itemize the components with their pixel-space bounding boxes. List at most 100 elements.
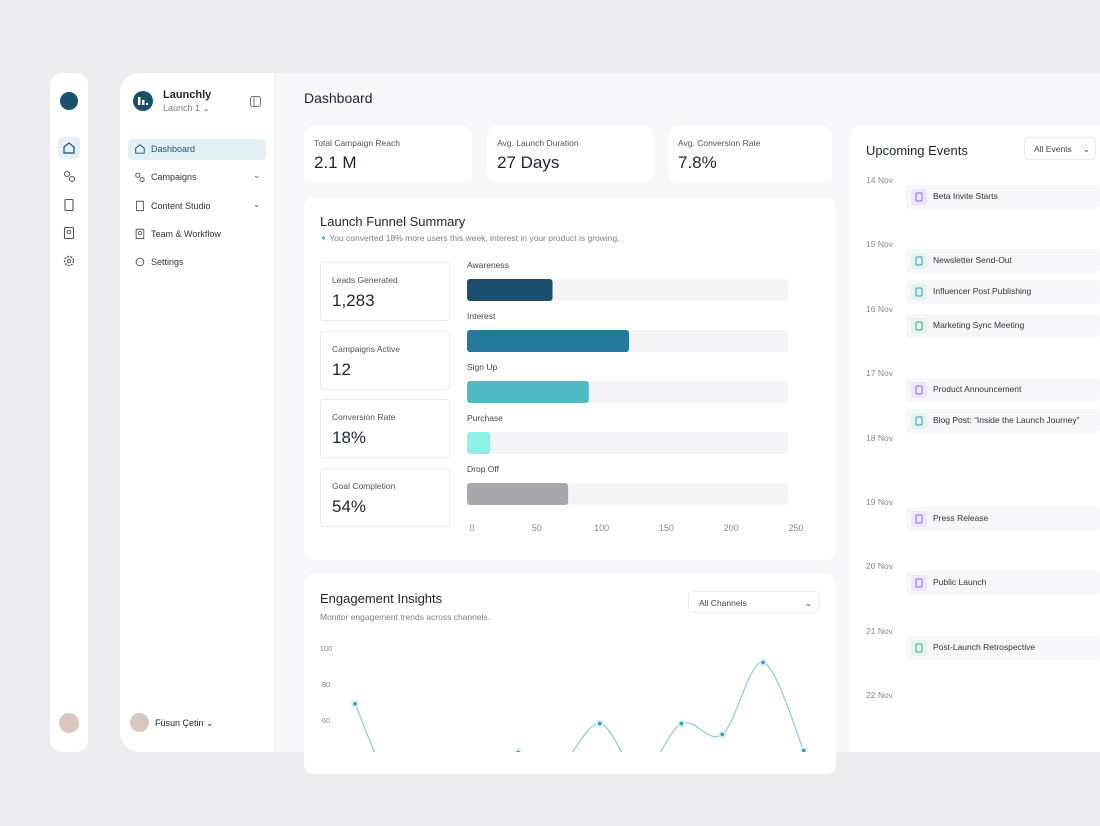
nav-item[interactable]: Campaigns	[151, 172, 197, 183]
kpi-card: Avg. Conversion Rate 7.8%	[668, 126, 832, 183]
event-icon	[911, 511, 927, 527]
stat-value: 18%	[332, 428, 367, 447]
nav-icon-shape	[135, 257, 145, 267]
category-label: Drop Off	[467, 464, 500, 474]
event-date: 15 Nov	[866, 239, 893, 250]
event-item[interactable]: Press Release	[906, 507, 1100, 531]
stat-value: 1,283	[332, 291, 375, 310]
bar-track	[467, 432, 788, 454]
collapse-button[interactable]	[250, 96, 261, 107]
engagement-card	[304, 574, 836, 774]
kpi-label: Avg. Conversion Rate	[678, 138, 761, 148]
nav-item[interactable]: Team & Workflow	[151, 228, 221, 239]
event-item[interactable]: Public Launch	[906, 571, 1100, 596]
stat-box: Goal Completion 54%	[320, 467, 450, 527]
events-filter[interactable]: All Events ⌄	[1024, 137, 1096, 160]
stat-box: Campaigns Active 12	[320, 330, 450, 390]
nav-icon-shape	[135, 228, 145, 239]
event-label: Beta Invite Starts	[933, 191, 998, 201]
event-item[interactable]: Product Announcement	[906, 378, 1100, 403]
user-avatar[interactable]	[130, 713, 149, 732]
stat-value: 54%	[332, 496, 367, 516]
point	[720, 732, 724, 737]
event-icon	[911, 382, 927, 399]
rail-home-icon[interactable]	[62, 141, 76, 155]
event-label: Post-Launch Retrospective	[933, 641, 1036, 652]
funnel-subtitle-text: You converted 18% more users this week, …	[329, 233, 620, 243]
rail-logo[interactable]	[60, 92, 78, 110]
event-item[interactable]: Marketing Sync Meeting	[906, 313, 1100, 338]
engagement-chart: 60 80 100	[320, 644, 808, 752]
event-item[interactable]: Post-Launch Retrospective	[906, 635, 1100, 660]
kpi-label: Total Campaign Reach	[314, 138, 400, 148]
event-label: Newsletter Send-Out	[933, 255, 1012, 266]
event-icon	[911, 317, 927, 334]
icon-rail	[50, 73, 88, 752]
nav-icon	[135, 172, 145, 183]
event-icon-glyph	[915, 385, 923, 395]
event-label: Press Release	[933, 513, 989, 523]
rail-team-icon[interactable]	[62, 226, 76, 240]
event-item[interactable]: Influencer Post Publishing	[906, 280, 1100, 305]
funnel-title: Launch Funnel Summary	[320, 214, 466, 229]
project-switcher[interactable]: Launch 1 ⌄	[163, 103, 211, 113]
engagement-title: Engagement Insights	[320, 591, 443, 606]
event-item[interactable]: Beta Invite Starts	[906, 185, 1100, 209]
kpi-value: 27 Days	[497, 153, 560, 172]
rail-avatar[interactable]	[59, 713, 79, 733]
point-halo	[514, 748, 523, 752]
rail-settings-icon[interactable]	[62, 254, 76, 268]
user-menu[interactable]: Füsun Çetin ⌄	[155, 718, 214, 728]
event-date: 17 Nov	[866, 368, 893, 379]
channel-dropdown[interactable]: All Channels ⌄	[688, 591, 820, 613]
nav-icon	[135, 144, 145, 154]
x-tick-label: 150	[659, 523, 674, 533]
x-tick-label: 50	[532, 523, 542, 533]
event-date: 22 Nov	[866, 690, 893, 701]
events-filter-label: All Events	[1034, 144, 1072, 154]
stat-box: Conversion Rate 18%	[320, 399, 450, 458]
rail-content-icon[interactable]	[62, 198, 76, 212]
event-date: 20 Nov	[866, 561, 893, 572]
brand-logo-mark	[138, 97, 148, 105]
nav-icon	[136, 200, 144, 211]
event-item[interactable]: Blog Post: “Inside the Launch Journey”	[906, 409, 1100, 434]
nav-active-bg	[128, 139, 266, 160]
events-title: Upcoming Events	[866, 143, 968, 158]
stat-box: Leads Generated 1,283	[320, 262, 450, 321]
point	[679, 721, 684, 726]
rail-campaigns-icon[interactable]	[62, 169, 76, 183]
event-icon-glyph	[915, 643, 923, 653]
nav-item[interactable]: Settings	[151, 257, 184, 268]
nav-chevron: ⌄	[253, 198, 261, 209]
event-icon	[911, 639, 927, 656]
events-panel: Upcoming Events All Events ⌄ 14 Nov Beta I…	[850, 126, 1100, 752]
point	[598, 721, 602, 726]
y-tick-label: 100	[320, 644, 333, 653]
channel-dropdown-label: All Channels	[699, 598, 747, 608]
nav-icon-shape	[135, 172, 145, 183]
nav-item[interactable]: Dashboard	[151, 144, 196, 154]
stat-label: Goal Completion	[332, 480, 396, 491]
point	[516, 750, 520, 752]
point	[353, 702, 357, 706]
nav-icon-shape	[135, 144, 145, 154]
event-icon-glyph	[915, 416, 923, 426]
stat-value: 12	[332, 359, 351, 379]
x-tick-label: 200	[724, 523, 739, 533]
event-label: Public Launch	[933, 577, 987, 588]
nav-icon-shape	[136, 200, 144, 211]
stat-label: Leads Generated	[332, 275, 398, 285]
event-date: 21 Nov	[866, 625, 893, 636]
point	[802, 748, 806, 752]
nav-item[interactable]: Content Studio	[151, 200, 211, 211]
x-tick-label: 100	[594, 523, 609, 533]
bar	[467, 279, 553, 301]
kpi-card: Total Campaign Reach 2.1 M	[304, 126, 472, 183]
funnel-subtitle: ✦ You converted 18% more users this week…	[320, 233, 620, 243]
event-item[interactable]: Newsletter Send-Out	[906, 249, 1100, 274]
bar	[467, 483, 569, 505]
point	[761, 660, 765, 665]
event-icon-glyph	[915, 256, 923, 266]
